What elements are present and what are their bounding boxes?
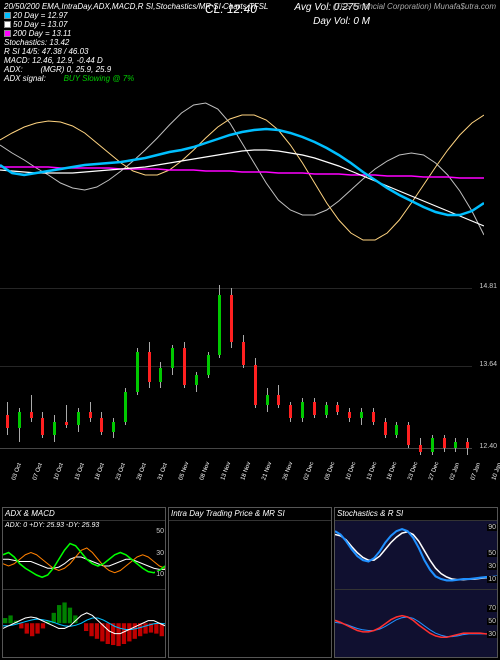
candle	[395, 422, 398, 439]
price-level-label: 12.40	[478, 443, 498, 450]
candle	[348, 408, 351, 421]
candle	[6, 402, 9, 435]
candle	[30, 395, 33, 422]
candle	[313, 398, 316, 418]
candle	[183, 342, 186, 389]
candle	[41, 412, 44, 439]
stochastic-subchart: 90503010	[335, 520, 497, 589]
candle	[171, 345, 174, 375]
candle	[159, 362, 162, 389]
macd-label: MACD: 12.46, 12.9, -0.44 D	[4, 56, 496, 65]
candle	[18, 408, 21, 441]
candle	[254, 358, 257, 408]
candle	[407, 422, 410, 449]
candle	[266, 388, 269, 411]
price-level-label: 14.81	[478, 283, 498, 290]
header: 20/50/200 EMA,IntraDay,ADX,MACD,R SI,Sto…	[0, 0, 500, 75]
bottom-panels: ADX & MACD ADX: 0 +DY: 25.93 -DY: 25.93 …	[0, 505, 500, 660]
adx-subchart: ADX: 0 +DY: 25.93 -DY: 25.93 503010	[3, 520, 165, 589]
candle	[431, 435, 434, 455]
candle	[277, 385, 280, 408]
rsi-subchart: 705030	[335, 589, 497, 658]
candle	[230, 288, 233, 348]
candle	[242, 335, 245, 368]
candle	[65, 405, 68, 428]
date-axis: 03 Oct07 Oct10 Oct15 Oct18 Oct23 Oct28 O…	[0, 475, 484, 500]
candle	[53, 415, 56, 442]
candle	[336, 402, 339, 415]
price-level-label: 13.64	[478, 361, 498, 368]
candle	[301, 398, 304, 421]
indicator-chart	[0, 75, 484, 270]
candle	[466, 438, 469, 455]
candle	[384, 418, 387, 438]
candle	[207, 352, 210, 379]
intraday-subchart	[169, 520, 331, 657]
intraday-panel: Intra Day Trading Price & MR SI	[168, 507, 332, 658]
macd-subchart	[3, 589, 165, 658]
corp-label: (TFS Financial Corporation) Munafa$utra.…	[333, 2, 496, 11]
rsi-label: R SI 14/5: 47.38 / 46.03	[4, 47, 496, 56]
candle	[218, 285, 221, 358]
candle	[454, 438, 457, 451]
candle	[360, 408, 363, 425]
candle	[136, 348, 139, 395]
day-volume: Day Vol: 0 M	[313, 16, 370, 27]
ema50-label: 50 Day = 13.07	[13, 20, 67, 29]
stochastic-rsi-panel: Stochastics & R SI 90503010 705030	[334, 507, 498, 658]
candle	[77, 408, 80, 431]
ema20-label: 20 Day = 12.97	[13, 11, 67, 20]
candle	[195, 372, 198, 392]
ema200-label: 200 Day = 13.11	[13, 29, 71, 38]
candle	[89, 402, 92, 422]
candle	[372, 408, 375, 425]
candle	[419, 438, 422, 455]
candle	[112, 418, 115, 438]
candle	[148, 342, 151, 389]
candle	[325, 402, 328, 419]
candle	[289, 402, 292, 422]
close-price: CL: 12.40	[205, 2, 257, 16]
candle	[124, 388, 127, 425]
price-chart: 14.8113.6412.412.40	[0, 275, 484, 475]
candle	[443, 435, 446, 452]
candle	[100, 412, 103, 435]
stochastics-label: Stochastics: 13.42	[4, 38, 496, 47]
adx-macd-panel: ADX & MACD ADX: 0 +DY: 25.93 -DY: 25.93 …	[2, 507, 166, 658]
